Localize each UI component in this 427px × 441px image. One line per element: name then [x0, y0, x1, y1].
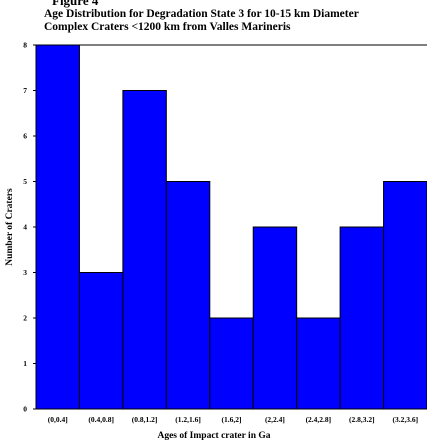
y-tick-label-1: 1 — [23, 359, 27, 368]
y-tick-label-5: 5 — [23, 177, 27, 186]
y-tick-label-7: 7 — [23, 86, 27, 95]
bar-0 — [35, 44, 80, 410]
bar-1 — [78, 272, 124, 410]
bars-group — [35, 44, 427, 410]
bar-4 — [209, 317, 254, 410]
x-tick-label-0: (0,0.4] — [48, 415, 68, 424]
chart-title-line-1: Age Distribution for Degradation State 3… — [44, 8, 359, 20]
chart-title-line-2: Complex Craters <1200 km from Valles Mar… — [44, 21, 291, 33]
x-axis-label: Ages of Impact crater in Ga — [157, 431, 270, 441]
y-axis-label: Number of Craters — [5, 188, 15, 266]
bar-2 — [122, 90, 167, 410]
bar-8 — [383, 181, 427, 410]
x-tick-label-2: (0.8,1.2] — [132, 415, 158, 424]
bar-3 — [165, 181, 211, 410]
y-tick-label-4: 4 — [23, 223, 27, 232]
y-tick-label-3: 3 — [23, 268, 27, 277]
y-tick-label-0: 0 — [23, 405, 27, 414]
bar-5 — [252, 226, 298, 410]
y-tick-label-2: 2 — [23, 314, 27, 323]
x-tick-label-8: (3.2,3.6] — [392, 415, 418, 424]
y-tick-label-8: 8 — [23, 41, 27, 50]
x-tick-label-1: (0.4,0.8] — [88, 415, 114, 424]
x-tick-label-3: (1.2,1.6] — [175, 415, 201, 424]
x-tick-label-6: (2.4,2.8] — [306, 415, 332, 424]
x-tick-label-7: (2.8,3.2] — [349, 415, 375, 424]
x-tick-label-5: (2,2.4] — [265, 415, 285, 424]
chart-title: Age Distribution for Degradation State 3… — [44, 8, 424, 34]
figure-label: Figure 4 — [52, 0, 99, 8]
axes-group: (0,0.4] (0.4,0.8] (0.8,1.2] (1.2,1.6] (1.6,2… — [23, 41, 427, 424]
x-tick-label-4: (1.6,2] — [222, 415, 242, 424]
bar-7 — [339, 226, 385, 410]
bar-6 — [296, 317, 341, 410]
y-tick-label-6: 6 — [23, 132, 27, 141]
